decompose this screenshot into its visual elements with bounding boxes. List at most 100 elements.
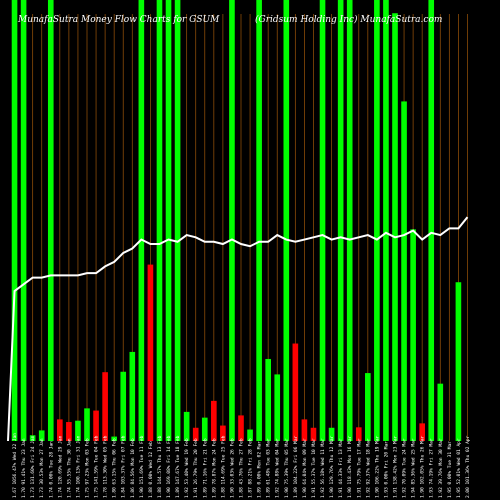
x-tick-label: 1.90 33.03% Wed 26 Feb xyxy=(229,438,235,498)
x-tick-label: 1.95 0.00% Tue 31 Mar xyxy=(447,441,453,498)
inflow-bar xyxy=(346,0,353,441)
x-tick-label: 1.91 44.33% Fri 13 Mar xyxy=(338,438,344,498)
inflow-bar xyxy=(201,417,208,441)
price-line xyxy=(7,216,469,442)
x-tick-label: 1.75 97.23% Mon 03 Feb xyxy=(85,438,91,498)
x-tick-label: 1.74 100.13% Fri 31 Jan xyxy=(75,435,81,498)
outflow-bar xyxy=(292,343,299,441)
inflow-bar xyxy=(365,373,371,441)
outflow-bar xyxy=(238,415,244,441)
x-tick-label: 1.73 30.53% Mon 27 Jan xyxy=(39,438,45,498)
x-tick-label: 1.74 120.69% Wed 29 Jan xyxy=(57,435,63,498)
x-tick-label: 1.90 75.39% Thu 05 Mar xyxy=(284,438,290,498)
x-tick-label: 1.70 91.41% Thu 23 Jan xyxy=(21,438,27,498)
inflow-bar xyxy=(47,0,54,441)
inflow-bar xyxy=(174,0,181,441)
chart-subtitle: (Gridsum Holding Inc) MunafaSutra.com xyxy=(255,14,442,25)
outflow-bar xyxy=(66,422,72,441)
x-tick-label: 1.90 169.08% Fri 14 Feb xyxy=(166,435,172,498)
inflow-bar xyxy=(455,282,462,441)
x-tick-label: 2.00 101.36% Thu 02 Apr xyxy=(465,435,471,498)
inflow-bar xyxy=(319,0,326,441)
outflow-bar xyxy=(419,423,425,441)
x-tick-label: 1.91 55.37% Tue 10 Mar xyxy=(311,438,317,498)
outflow-bar xyxy=(102,372,108,441)
x-tick-label: 1.90 129.76% Thu 12 Mar xyxy=(329,435,335,498)
x-tick-label: 1.74 55.55% Thu 30 Jan xyxy=(66,438,72,498)
x-tick-label: 1.91 75.79% Tue 17 Mar xyxy=(356,438,362,498)
inflow-bar xyxy=(120,371,127,441)
inflow-bar xyxy=(111,436,117,441)
x-tick-label: 1.67 1056.47% Wed 22 Jan xyxy=(12,433,18,498)
x-tick-label: 1.84 103.37% Fri 07 Feb xyxy=(121,435,127,498)
x-tick-label: 1.94 85.36% Wed 25 Mar xyxy=(411,438,417,498)
inflow-bar xyxy=(256,0,262,441)
x-tick-label: 1.86 84.56% Mon 10 Feb xyxy=(130,438,136,498)
x-tick-label: 1.88 43.76% Thu 27 Feb xyxy=(239,438,245,498)
outflow-bar xyxy=(310,427,317,441)
x-tick-label: 1.73 131.60% Fri 24 Jan xyxy=(30,435,36,498)
x-tick-label: 1.80 63.15% Thu 06 Feb xyxy=(112,438,118,498)
x-tick-label: 1.95 52.01% Wed 01 Apr xyxy=(456,438,462,498)
inflow-bar xyxy=(428,0,435,441)
outflow-bar xyxy=(147,264,154,441)
outflow-bar xyxy=(220,425,226,441)
x-tick-label: 1.90 102.05% Thu 26 Mar xyxy=(420,435,426,498)
inflow-bar xyxy=(437,383,444,441)
inflow-bar xyxy=(337,0,344,441)
inflow-bar xyxy=(38,430,45,441)
x-tick-label: 1.89 71.16% Fri 21 Feb xyxy=(202,438,208,498)
x-tick-label: 1.88 144.57% Thu 13 Feb xyxy=(157,435,163,498)
inflow-bar xyxy=(84,408,90,441)
inflow-bar xyxy=(75,420,81,441)
inflow-bar xyxy=(138,0,145,441)
money-flow-bars xyxy=(11,0,462,442)
inflow-bar xyxy=(283,0,290,441)
x-tick-label: 1.92 39.76% Mon 30 Mar xyxy=(438,438,444,498)
x-tick-label: 1.92 53.40% Wed 19 Feb xyxy=(184,438,190,498)
x-tick-label: 1.92 92.37% Wed 18 Mar xyxy=(365,438,371,498)
x-tick-label: 1.90 64.04% Mon 09 Mar xyxy=(302,438,308,498)
price-line-path xyxy=(7,216,469,442)
outflow-bar xyxy=(301,419,308,441)
inflow-bar xyxy=(265,358,271,441)
outflow-bar xyxy=(211,400,217,441)
x-tick-label: 1.87 88.21% Fri 28 Feb xyxy=(248,438,254,498)
inflow-bar xyxy=(29,435,36,441)
x-tick-label: 1.78 113.30% Wed 05 Feb xyxy=(103,435,109,498)
chart-title: MunafaSutra Money Flow Charts for GSUM xyxy=(17,15,220,25)
inflow-bar xyxy=(156,0,163,441)
x-tick-label: 1.89 0.00% Mon 02 Mar xyxy=(257,441,263,498)
x-tick-label: 1.89 61.48% Tue 03 Mar xyxy=(266,438,272,498)
x-tick-label: 1.75 141.59% Tue 04 Feb xyxy=(94,435,100,498)
x-tick-label: 1.92 70.09% Tue 24 Mar xyxy=(402,438,408,498)
x-tick-label: 1.90 151.69% Tue 11 Feb xyxy=(139,435,145,498)
inflow-bar xyxy=(410,229,416,441)
x-tick-label: 1.91 138.42% Mon 23 Mar xyxy=(393,435,399,498)
inflow-bar xyxy=(328,427,335,441)
inflow-bar xyxy=(401,101,407,442)
x-tick-label: 1.89 78.87% Mon 24 Feb xyxy=(211,438,217,498)
x-tick-label: 1.93 74.19% Fri 27 Mar xyxy=(429,438,435,498)
x-tick-label: 1.90 106.22% Thu 19 Mar xyxy=(374,435,380,498)
outflow-bar xyxy=(192,427,199,441)
x-tick-label: 1.92 56.18% Wed 11 Mar xyxy=(320,438,326,498)
x-tick-labels: 1.67 1056.47% Wed 22 Jan 1.70 91.41% Thu … xyxy=(12,433,471,498)
x-tick-label: 1.88 114.69% Tue 25 Feb xyxy=(220,435,226,498)
inflow-bar xyxy=(229,0,235,441)
x-tick-label: 1.90 118.43% Mon 16 Mar xyxy=(347,435,353,498)
x-tick-label: 1.92 74.88% Wed 04 Mar xyxy=(275,438,281,498)
inflow-bar xyxy=(129,351,136,441)
x-tick-label: 1.89 104.22% Fri 06 Mar xyxy=(293,435,299,498)
inflow-bar xyxy=(383,0,389,441)
x-tick-label: 1.74 0.00% Tue 28 Jan xyxy=(48,441,54,498)
inflow-bar xyxy=(11,0,18,441)
inflow-bar xyxy=(20,0,27,441)
outflow-bar xyxy=(57,419,63,441)
inflow-bar xyxy=(247,429,253,441)
outflow-bar xyxy=(93,410,99,441)
x-tick-label: 1.89 147.67% Tue 18 Feb xyxy=(175,435,181,498)
inflow-bar xyxy=(274,374,281,441)
x-tick-label: 1.91 26.79% Thu 20 Feb xyxy=(193,438,199,498)
